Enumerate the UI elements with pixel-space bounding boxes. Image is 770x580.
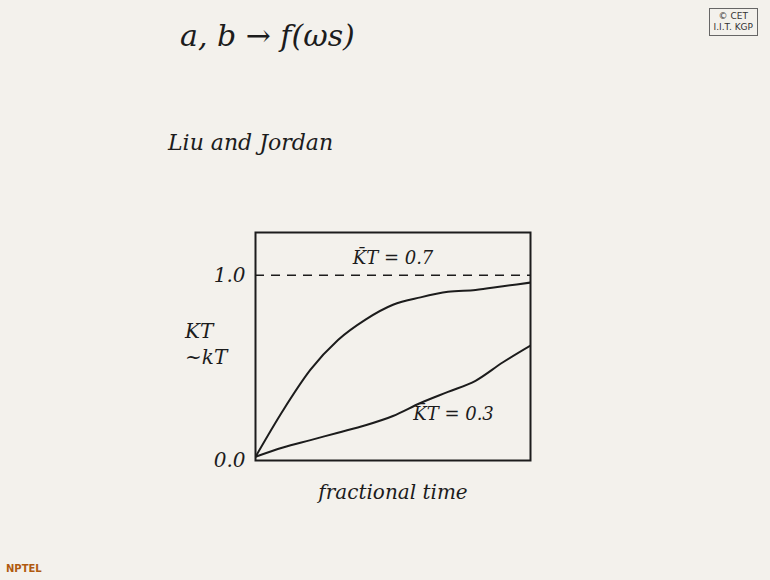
html-text:I.I.T. KGP: I.I.T. KGP bbox=[713, 22, 753, 32]
html-text:NPTEL: NPTEL bbox=[6, 563, 42, 574]
html-text:KT: KT bbox=[185, 319, 214, 343]
html-text:a, b → f(ωs): a, b → f(ωs) bbox=[180, 18, 355, 53]
svg-text:fractional time: fractional time bbox=[316, 480, 467, 504]
html-text:~kT: ~kT bbox=[185, 345, 228, 369]
html-text:Liu and Jordan: Liu and Jordan bbox=[168, 130, 334, 155]
svg-text:0.0: 0.0 bbox=[214, 448, 246, 472]
html-text:© CET: © CET bbox=[718, 11, 748, 21]
svg-text:1.0: 1.0 bbox=[214, 263, 246, 287]
svg-text:K̄T = 0.3: K̄T = 0.3 bbox=[412, 402, 494, 424]
svg-text:K̄T = 0.7: K̄T = 0.7 bbox=[352, 246, 434, 268]
